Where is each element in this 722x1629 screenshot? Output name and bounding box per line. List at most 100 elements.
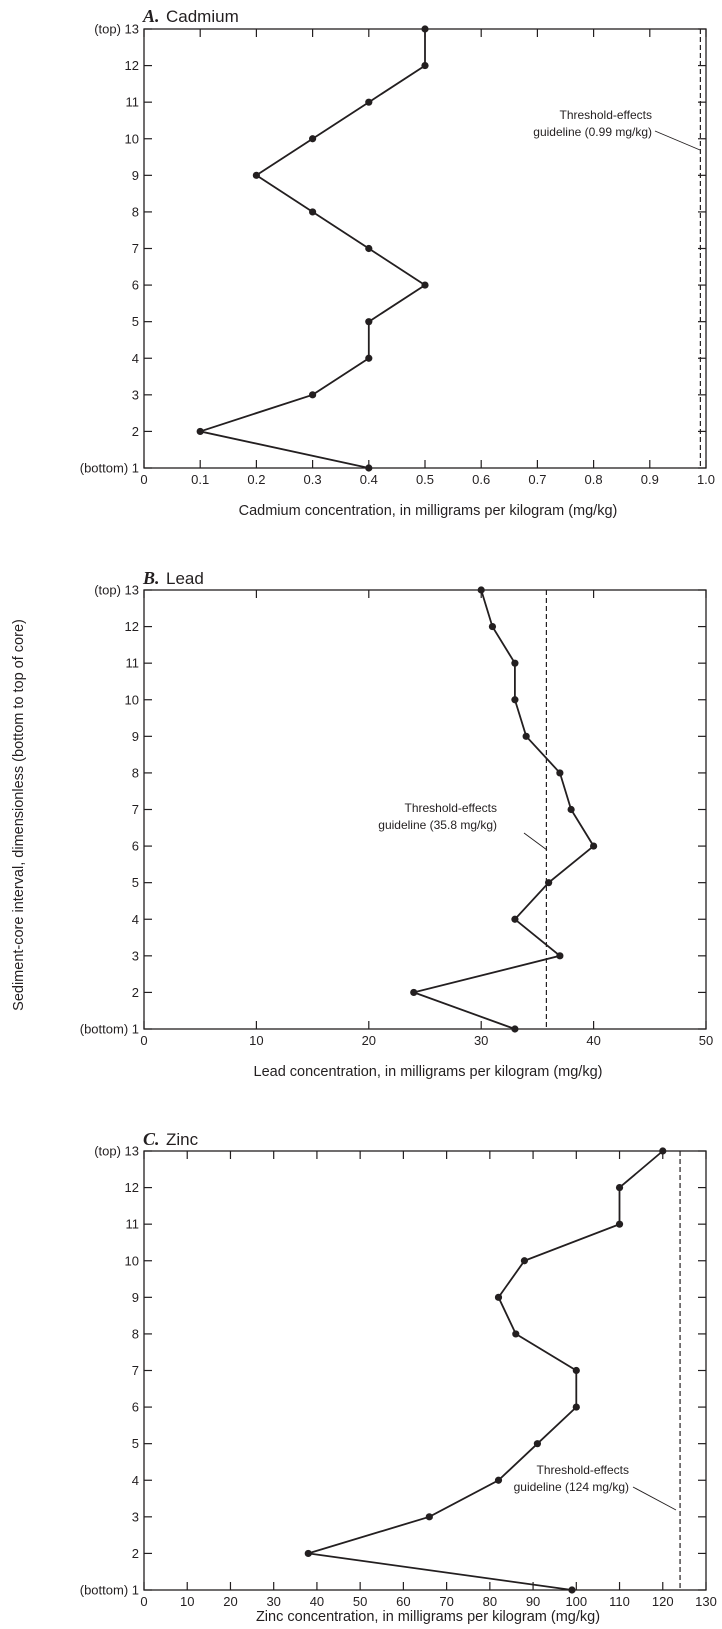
data-point[interactable] xyxy=(365,464,373,472)
data-point[interactable] xyxy=(590,842,598,850)
x-tick-label: 0 xyxy=(140,1594,147,1609)
data-point[interactable] xyxy=(304,1549,312,1558)
y-tick-label: 9 xyxy=(132,168,139,183)
data-point[interactable] xyxy=(511,1025,519,1033)
x-tick-label: 0 xyxy=(140,1033,147,1048)
data-point[interactable] xyxy=(572,1403,580,1411)
x-tick-label: 0 xyxy=(140,472,147,487)
x-tick-label: 0.6 xyxy=(472,472,490,487)
threshold-label-line1: Threshold-effects xyxy=(537,1463,630,1477)
data-point[interactable] xyxy=(533,1440,542,1448)
data-point[interactable] xyxy=(556,952,564,960)
panel-title: Cadmium xyxy=(166,7,239,26)
y-tick-label: 8 xyxy=(132,204,139,219)
data-point[interactable] xyxy=(511,659,519,667)
series-line xyxy=(196,29,427,469)
y-tick-label: (bottom) 1 xyxy=(80,461,139,476)
x-tick-label: 20 xyxy=(362,1033,376,1048)
x-tick-label: 30 xyxy=(266,1594,280,1609)
data-point[interactable] xyxy=(365,318,373,326)
data-point[interactable] xyxy=(252,171,260,179)
x-tick-label: 80 xyxy=(483,1594,497,1609)
x-tick-label: 110 xyxy=(609,1594,630,1609)
data-point[interactable] xyxy=(309,391,317,399)
x-tick-label: 70 xyxy=(439,1594,453,1609)
panel-title: Lead xyxy=(166,569,204,588)
y-tick-label: 8 xyxy=(132,1326,139,1341)
data-point[interactable] xyxy=(522,732,530,740)
x-tick-label: 0.3 xyxy=(304,472,322,487)
data-point[interactable] xyxy=(410,988,418,997)
y-tick-label: 2 xyxy=(132,985,139,1000)
y-tick-label: (top) 13 xyxy=(94,583,139,598)
y-tick-label: 2 xyxy=(132,424,139,439)
data-point[interactable] xyxy=(309,208,317,216)
data-point[interactable] xyxy=(567,805,575,814)
x-tick-label: 0.4 xyxy=(360,472,378,487)
y-tick-label: 5 xyxy=(132,875,139,890)
y-tick-label: (top) 13 xyxy=(94,1144,139,1159)
threshold-label-line2: guideline (0.99 mg/kg) xyxy=(533,125,652,139)
data-point[interactable] xyxy=(365,354,373,362)
data-point[interactable] xyxy=(511,915,519,923)
data-point[interactable] xyxy=(421,61,429,70)
data-point[interactable] xyxy=(421,281,429,289)
y-tick-label: 11 xyxy=(126,1217,140,1232)
data-point[interactable] xyxy=(615,1183,624,1192)
x-tick-label: 0.1 xyxy=(191,472,209,487)
data-point[interactable] xyxy=(511,696,519,704)
x-tick-label: 120 xyxy=(652,1594,674,1609)
x-tick-label: 10 xyxy=(249,1033,263,1048)
data-point[interactable] xyxy=(425,1513,433,1521)
y-tick-label: 3 xyxy=(132,387,139,402)
y-tick-label: 10 xyxy=(125,692,139,707)
y-tick-label: (top) 13 xyxy=(94,22,139,37)
x-tick-label: 30 xyxy=(474,1033,488,1048)
y-tick-label: 4 xyxy=(132,912,139,927)
y-tick-label: 5 xyxy=(132,1436,139,1451)
data-point[interactable] xyxy=(494,1293,503,1301)
panel-title: Zinc xyxy=(166,1130,199,1149)
y-tick-label: 2 xyxy=(132,1546,139,1561)
y-tick-label: 7 xyxy=(132,1363,139,1378)
data-point[interactable] xyxy=(659,1147,667,1155)
data-point[interactable] xyxy=(545,879,553,887)
y-tick-label: 12 xyxy=(125,619,139,634)
data-point[interactable] xyxy=(572,1366,580,1375)
threshold-leader-line xyxy=(523,832,548,851)
y-tick-label: 11 xyxy=(126,95,140,110)
y-tick-label: 10 xyxy=(125,1253,139,1268)
x-tick-label: 20 xyxy=(223,1594,237,1609)
data-point[interactable] xyxy=(520,1257,529,1265)
data-point[interactable] xyxy=(494,1476,503,1484)
y-tick-label: 7 xyxy=(132,241,139,256)
y-tick-label: 11 xyxy=(126,656,140,671)
data-point[interactable] xyxy=(196,427,204,436)
data-point[interactable] xyxy=(615,1220,624,1228)
y-tick-label: 9 xyxy=(132,1290,139,1305)
y-tick-label: 10 xyxy=(125,131,139,146)
x-axis-title: Cadmium concentration, in milligrams per… xyxy=(239,503,618,519)
data-point[interactable] xyxy=(309,135,317,143)
y-tick-label: 4 xyxy=(132,351,139,366)
data-point[interactable] xyxy=(512,1330,520,1338)
y-tick-label: 9 xyxy=(132,729,139,744)
data-point[interactable] xyxy=(556,769,564,777)
data-point[interactable] xyxy=(568,1586,576,1594)
x-tick-label: 0.5 xyxy=(416,472,434,487)
data-point[interactable] xyxy=(365,98,373,106)
data-point[interactable] xyxy=(365,244,373,253)
data-point[interactable] xyxy=(421,25,429,33)
x-tick-label: 40 xyxy=(310,1594,324,1609)
threshold-label-line2: guideline (35.8 mg/kg) xyxy=(378,818,497,832)
data-point[interactable] xyxy=(488,622,497,631)
series-line xyxy=(308,1150,664,1591)
data-point[interactable] xyxy=(477,586,485,594)
y-tick-label: 12 xyxy=(125,58,139,73)
y-tick-label: 7 xyxy=(132,802,139,817)
panel-letter: B. xyxy=(142,568,160,588)
x-tick-label: 130 xyxy=(695,1594,717,1609)
x-tick-label: 10 xyxy=(180,1594,194,1609)
y-tick-label: 5 xyxy=(132,314,139,329)
